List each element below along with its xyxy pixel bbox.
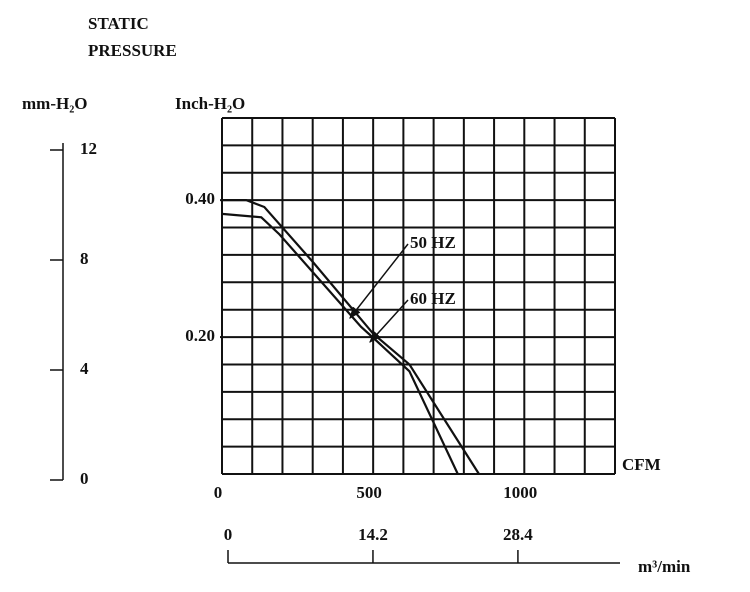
title-line: PRESSURE: [88, 41, 177, 60]
label-arrow: [349, 243, 409, 319]
y-tick-label: 0.40: [185, 189, 215, 208]
label-arrow: [369, 299, 409, 343]
x2-tick-label: 28.4: [503, 525, 533, 544]
x2-tick-label: 0: [224, 525, 233, 544]
x2-axis-label: m³/min: [638, 557, 691, 576]
curve: [221, 212, 459, 475]
y2-tick-label: 8: [80, 249, 89, 268]
y2-axis-label: mm-H₂O: [22, 94, 88, 113]
curve: [222, 199, 480, 475]
y2-tick-label: 0: [80, 469, 89, 488]
x-axis-label: CFM: [622, 455, 661, 474]
series-label: 60 HZ: [410, 289, 456, 308]
x-tick-label: 0: [214, 483, 223, 502]
y-axis-label: Inch-H₂O: [175, 94, 245, 113]
title-line: STATIC: [88, 14, 149, 33]
y-tick-label: 0.20: [185, 326, 215, 345]
x-tick-label: 1000: [503, 483, 537, 502]
y2-tick-label: 12: [80, 139, 97, 158]
x-tick-label: 500: [356, 483, 382, 502]
series-label: 50 HZ: [410, 233, 456, 252]
y2-tick-label: 4: [80, 359, 89, 378]
x2-tick-label: 14.2: [358, 525, 388, 544]
